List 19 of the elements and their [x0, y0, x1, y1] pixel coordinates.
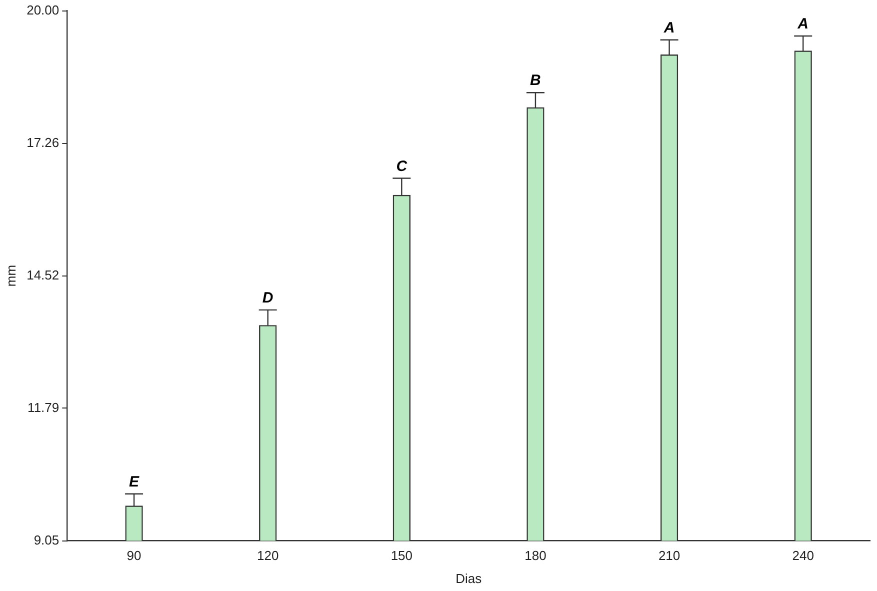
- y-tick-label: 17.26: [26, 135, 60, 150]
- y-axis-title: mm: [3, 264, 18, 287]
- annotation: B: [530, 72, 542, 90]
- y-tick-label: 20.00: [26, 2, 60, 18]
- x-tick-label: 90: [126, 548, 142, 564]
- annotation: E: [129, 473, 140, 490]
- x-tick-label: 120: [256, 548, 279, 564]
- annotation: A: [662, 19, 675, 36]
- x-tick-label: 210: [658, 548, 680, 564]
- annotation: A: [796, 16, 809, 33]
- x-axis-title: Dias: [456, 570, 482, 586]
- annotation: C: [396, 158, 408, 175]
- y-tick-label: 14.52: [26, 268, 60, 283]
- x-tick-label: 240: [792, 548, 814, 564]
- y-tick-label: 9.05: [34, 532, 60, 548]
- x-tick-label: 150: [390, 548, 413, 564]
- annotation: D: [262, 290, 274, 307]
- y-tick-label: 11.79: [28, 400, 60, 415]
- x-tick-label: 180: [524, 548, 546, 564]
